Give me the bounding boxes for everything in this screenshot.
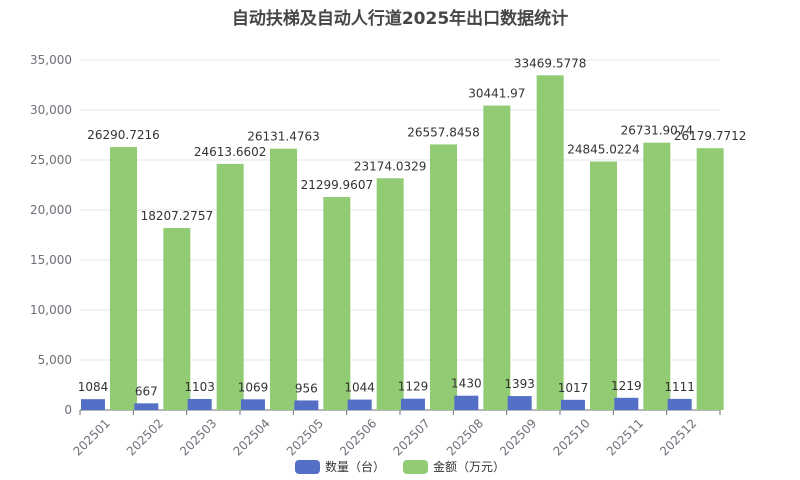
bar-quantity <box>81 399 105 410</box>
bar-amount <box>430 144 457 410</box>
bar-amount <box>590 161 617 410</box>
data-label: 1219 <box>611 379 642 393</box>
data-label: 1103 <box>184 380 215 394</box>
data-label: 26131.4763 <box>247 130 320 144</box>
bar-quantity <box>401 398 425 410</box>
x-tick-label: 202510 <box>550 416 592 458</box>
data-label: 956 <box>295 381 318 395</box>
data-label: 26179.7712 <box>674 129 747 143</box>
bar-quantity <box>667 398 692 410</box>
data-label: 26557.8458 <box>407 125 480 139</box>
data-label: 1084 <box>78 380 109 394</box>
x-tick-label: 202506 <box>337 416 379 458</box>
bar-quantity <box>454 395 479 410</box>
bar-amount <box>110 147 137 411</box>
bar-quantity <box>507 396 532 410</box>
y-tick-label: 15,000 <box>30 253 72 267</box>
legend-label: 金额（万元） <box>433 460 506 474</box>
y-tick-label: 0 <box>64 403 72 417</box>
chart-title: 自动扶梯及自动人行道2025年出口数据统计 <box>231 9 569 29</box>
legend-item-amount[interactable]: 金额（万元） <box>403 458 505 475</box>
bar-amount <box>483 105 511 411</box>
bar-quantity <box>294 400 319 410</box>
bar-amount <box>536 75 564 410</box>
data-label: 1129 <box>398 380 429 394</box>
x-tick-label: 202501 <box>70 416 112 458</box>
legend-item-quantity[interactable]: 数量（台） <box>294 458 385 475</box>
bar-amount <box>696 148 724 411</box>
data-label: 26290.7216 <box>87 128 160 142</box>
x-tick-label: 202505 <box>284 416 326 458</box>
x-tick-label: 202507 <box>390 416 432 458</box>
data-label: 21299.9607 <box>301 178 374 192</box>
data-label: 1393 <box>504 377 535 391</box>
y-tick-label: 35,000 <box>30 53 72 67</box>
bar-quantity <box>187 398 212 410</box>
data-label: 26731.9074 <box>621 124 694 138</box>
legend-swatch <box>294 459 320 474</box>
data-label: 1430 <box>451 377 482 391</box>
bar-quantity <box>241 399 265 410</box>
data-label: 1111 <box>664 380 695 394</box>
data-label: 33469.5778 <box>514 56 587 70</box>
bar-amount <box>323 197 351 410</box>
bar-quantity <box>134 403 159 410</box>
data-label: 24613.6602 <box>194 145 267 159</box>
x-tick-label: 202503 <box>177 416 219 458</box>
data-label: 667 <box>135 384 158 398</box>
y-tick-label: 20,000 <box>30 203 72 217</box>
bar-quantity <box>347 399 372 410</box>
legend-label: 数量（台） <box>324 460 385 474</box>
data-label: 23174.0329 <box>354 159 427 173</box>
x-tick-label: 202509 <box>497 416 539 458</box>
x-tick-label: 202512 <box>657 416 699 458</box>
legend-swatch <box>403 459 428 474</box>
bar-amount <box>163 227 191 410</box>
x-tick-label: 202504 <box>230 416 272 458</box>
data-label: 18207.2757 <box>141 209 214 223</box>
data-label: 1069 <box>238 380 269 394</box>
x-tick-label: 202502 <box>124 416 166 458</box>
y-tick-label: 5,000 <box>38 353 72 367</box>
bar-amount <box>376 178 404 410</box>
bar-amount <box>216 163 244 410</box>
legend: 数量（台） 金额（万元） <box>0 458 800 475</box>
bar-quantity <box>561 399 585 410</box>
y-tick-label: 10,000 <box>30 303 72 317</box>
bar-quantity <box>614 397 639 410</box>
bar-amount <box>270 148 297 410</box>
x-tick-label: 202508 <box>444 416 486 458</box>
data-label: 1017 <box>558 381 589 395</box>
bar-amount <box>643 142 671 411</box>
y-tick-label: 25,000 <box>30 153 72 167</box>
x-tick-label: 202511 <box>604 416 646 458</box>
y-tick-label: 30,000 <box>30 103 72 117</box>
data-label: 30441.97 <box>468 87 525 101</box>
data-label: 1044 <box>344 381 375 395</box>
data-label: 24845.0224 <box>567 143 640 157</box>
